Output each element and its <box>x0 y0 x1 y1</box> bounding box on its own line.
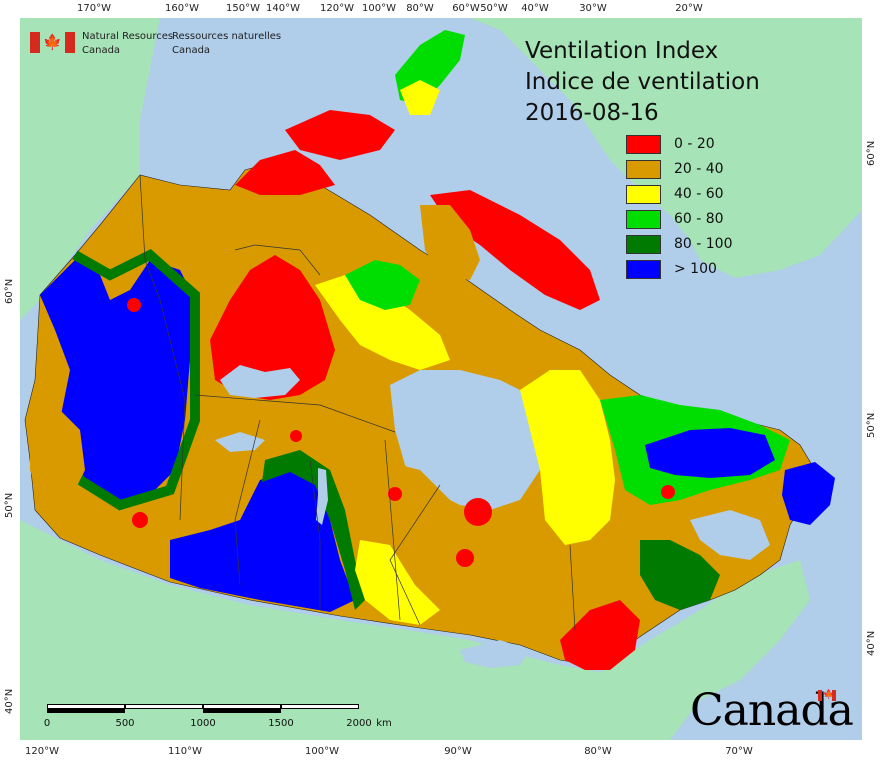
lon-label-bottom: 70°W <box>725 746 753 757</box>
legend-label: 80 - 100 <box>674 236 733 252</box>
lon-label-bottom: 100°W <box>305 746 339 757</box>
lon-label-top: 140°W <box>266 3 300 14</box>
legend-swatch <box>626 260 661 279</box>
arctic-islands-3 <box>430 190 600 310</box>
lake-winnipeg <box>316 468 328 525</box>
red-spot-6 <box>132 512 148 528</box>
lon-label-bottom: 80°W <box>584 746 612 757</box>
lat-label-left: 60°N <box>4 278 15 304</box>
lat-label-right: 40°N <box>866 630 877 656</box>
scale-segment <box>281 704 359 709</box>
ellesmere-yellow <box>400 80 440 115</box>
nwt-red <box>210 255 335 400</box>
legend-swatch <box>626 210 661 229</box>
lon-label-top: 100°W <box>362 3 396 14</box>
baffin-orange <box>420 205 480 280</box>
red-spot-4 <box>464 498 492 526</box>
great-slave-lake <box>215 432 265 452</box>
red-spot-5 <box>456 549 474 567</box>
lat-label-right: 60°N <box>866 140 877 166</box>
lat-label-left: 40°N <box>4 688 15 714</box>
legend-label: 0 - 20 <box>674 136 715 152</box>
lon-label-bottom: 120°W <box>25 746 59 757</box>
legend-label: 60 - 80 <box>674 211 724 227</box>
nunavut-green <box>345 260 420 310</box>
west-green-ring <box>55 249 200 511</box>
lat-label-right: 50°N <box>866 412 877 438</box>
usa-land <box>20 520 810 740</box>
maritimes-green <box>640 540 720 610</box>
legend-swatch <box>626 235 661 254</box>
lon-label-top: 50°W <box>480 3 508 14</box>
title-french: Indice de ventilation <box>525 69 760 95</box>
lon-label-top: 170°W <box>77 3 111 14</box>
south-quebec-red <box>560 600 640 670</box>
scale-label: 1500 <box>268 718 294 729</box>
canada-flag-icon: 🍁 <box>30 32 75 53</box>
legend-swatch <box>626 135 661 154</box>
lon-label-top: 80°W <box>406 3 434 14</box>
lon-label-top: 30°W <box>579 3 607 14</box>
title-date: 2016-08-16 <box>525 100 659 126</box>
legend-label: 20 - 40 <box>674 161 724 177</box>
west-coast-orange <box>30 410 85 510</box>
lon-label-top: 40°W <box>521 3 549 14</box>
lon-label-top: 120°W <box>320 3 354 14</box>
lat-label-left: 50°N <box>4 492 15 518</box>
ontario-yellow <box>355 540 440 625</box>
legend-swatch <box>626 160 661 179</box>
provincial-boundaries <box>139 174 576 631</box>
arctic-islands-2 <box>285 110 395 160</box>
scale-label: 2000 <box>346 718 372 729</box>
red-spot-1 <box>127 298 141 312</box>
prairie-blue <box>170 470 355 612</box>
red-spot-7 <box>661 485 675 499</box>
scale-label: 0 <box>43 718 51 729</box>
lon-label-top: 60°W <box>452 3 480 14</box>
lake-superior <box>460 640 530 668</box>
scale-label: 1000 <box>190 718 216 729</box>
alaska-land <box>20 18 160 320</box>
greenland-land <box>470 18 862 278</box>
lon-label-bottom: 110°W <box>168 746 202 757</box>
scale-segment <box>125 704 203 709</box>
red-spot-3 <box>388 487 402 501</box>
title-english: Ventilation Index <box>525 38 719 64</box>
labrador-blue <box>645 428 775 478</box>
quebec-yellow <box>520 370 615 545</box>
red-spot-2 <box>290 430 302 442</box>
scale-label: 500 <box>115 718 135 729</box>
agency-name-en: Natural Resources Canada <box>82 31 174 56</box>
lon-label-top: 160°W <box>165 3 199 14</box>
wordmark-text: Canada <box>690 685 854 736</box>
agency-name-fr: Ressources naturelles Canada <box>172 31 282 56</box>
wordmark-flag-icon: 🍁 <box>818 690 836 701</box>
lon-label-top: 150°W <box>226 3 260 14</box>
lon-label-bottom: 90°W <box>444 746 472 757</box>
scale-segment <box>203 708 281 713</box>
scale-unit: km <box>376 718 392 729</box>
scale-segment <box>47 708 125 713</box>
gulf-st-lawrence <box>690 510 770 560</box>
scale-bar: 0 500 1000 1500 2000 km <box>44 704 392 729</box>
canada-wordmark: Canada 🍁 <box>690 685 854 736</box>
legend-label: > 100 <box>674 261 717 277</box>
prairie-green <box>262 450 365 610</box>
newfoundland-blue <box>782 462 835 525</box>
ontario-orange <box>375 460 540 615</box>
nunavut-yellow <box>315 275 450 370</box>
arctic-islands-1 <box>235 150 335 195</box>
lon-label-top: 20°W <box>675 3 703 14</box>
legend-swatch <box>626 185 661 204</box>
map-title: Ventilation Index Indice de ventilation … <box>525 36 760 129</box>
hudson-bay <box>390 370 545 510</box>
legend-label: 40 - 60 <box>674 186 724 202</box>
great-bear-lake <box>220 365 300 398</box>
